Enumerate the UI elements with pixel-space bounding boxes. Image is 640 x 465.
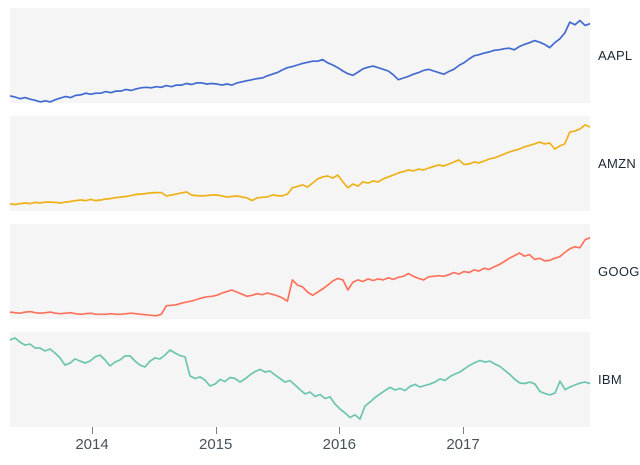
facet-row-ibm: IBM	[0, 332, 640, 427]
price-line-amzn	[10, 124, 590, 206]
series-label-goog: GOOG	[598, 264, 640, 279]
aapl-line-plot	[10, 19, 590, 103]
amzn-line-plot	[10, 124, 590, 206]
axis-tick-label: 2015	[199, 436, 233, 453]
axis-tick-mark	[339, 427, 341, 434]
series-label-amzn: AMZN	[598, 156, 637, 171]
price-line-aapl	[10, 19, 590, 103]
series-label-aapl: AAPL	[598, 48, 633, 63]
facet-row-goog: GOOG	[0, 224, 640, 319]
line-chart-panel-goog	[10, 224, 590, 319]
ibm-line-plot	[10, 337, 590, 420]
axis-tick-mark	[92, 427, 93, 434]
goog-line-plot	[10, 236, 590, 317]
axis-tick-label: 2016	[322, 436, 356, 453]
price-line-goog	[10, 236, 590, 317]
price-line-ibm	[10, 337, 590, 420]
axis-tick-label: 2014	[75, 436, 109, 453]
line-chart-panel-aapl	[10, 8, 590, 103]
facet-row-aapl: AAPL	[0, 8, 640, 103]
facet-row-amzn: AMZN	[0, 116, 640, 211]
line-chart-panel-ibm	[10, 332, 590, 427]
axis-tick-label: 2017	[446, 436, 480, 453]
line-chart-panel-amzn	[10, 116, 590, 211]
series-label-ibm: IBM	[598, 372, 623, 387]
axis-tick-mark	[215, 427, 217, 434]
axis-tick-mark	[463, 427, 464, 434]
x-axis: 2014 2015 2016 2017	[0, 427, 640, 461]
